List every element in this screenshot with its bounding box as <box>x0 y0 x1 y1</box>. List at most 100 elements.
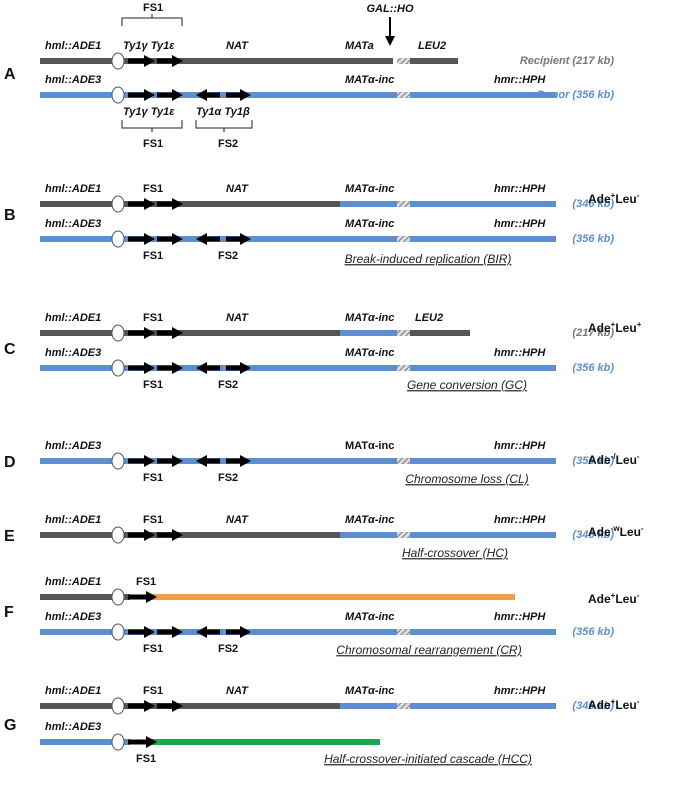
size-label: (346 kb) <box>572 700 614 712</box>
locus-label: MATα-inc <box>345 218 394 230</box>
phenotype: Ade+Leu+ <box>588 320 642 336</box>
locus-label: hmr::HPH <box>494 440 546 452</box>
locus-label: NAT <box>226 40 249 52</box>
size-label: (356 kb) <box>572 362 614 374</box>
arrow-head <box>144 327 155 339</box>
phenotype-part: Leu <box>615 698 636 712</box>
mat-locus <box>397 236 410 242</box>
locus-label: MATa <box>345 40 374 52</box>
arrow-head <box>196 455 207 467</box>
mat-locus <box>397 92 410 98</box>
arrow-head <box>240 89 251 101</box>
mat-locus <box>397 330 410 336</box>
locus-label: LEU2 <box>418 40 446 52</box>
centromere <box>111 452 125 470</box>
locus-label: MATα-inc <box>345 347 394 359</box>
locus-label: hmr::HPH <box>494 514 546 526</box>
mechanism: Break-induced replication (BIR) <box>345 252 512 266</box>
arrow-head <box>144 529 155 541</box>
arrow-head <box>240 233 251 245</box>
size-label: (346 kb) <box>572 529 614 541</box>
locus-label: hmr::HPH <box>494 183 546 195</box>
mat-locus <box>397 703 410 709</box>
arrow-head <box>240 626 251 638</box>
phenotype: Ade-wLeu- <box>588 524 644 540</box>
phenotype-part: - <box>637 591 640 600</box>
arrow-head <box>196 362 207 374</box>
phenotype: Ade+Leu- <box>588 591 640 607</box>
phenotype-part: Leu <box>616 453 637 467</box>
phenotype-part: - <box>637 697 640 706</box>
locus-label: hml::ADE3 <box>45 74 101 86</box>
ho-arrow-head <box>385 36 395 46</box>
arrow-head <box>144 198 155 210</box>
fs-label: FS1 <box>143 472 163 484</box>
centromere <box>111 195 125 213</box>
fs-label: FS1 <box>136 576 156 588</box>
size-label: Donor (356 kb) <box>537 89 614 101</box>
locus-label: hmr::HPH <box>494 218 546 230</box>
fs-label: FS1 <box>143 312 163 324</box>
centromere <box>111 86 125 104</box>
mat-locus <box>397 532 410 538</box>
arrow-head <box>240 455 251 467</box>
phenotype: Ade+Leu- <box>588 191 640 207</box>
arrow-head <box>172 455 183 467</box>
locus-label: NAT <box>226 312 249 324</box>
panel-letter: C <box>4 341 16 358</box>
size-label: (356 kb) <box>572 455 614 467</box>
centromere <box>111 733 125 751</box>
phenotype-part: Leu <box>620 525 641 539</box>
size-label: (346 kb) <box>572 198 614 210</box>
panel-letter: B <box>4 207 16 224</box>
fs-label: FS1 <box>143 250 163 262</box>
locus-label: hml::ADE3 <box>45 721 101 733</box>
phenotype-part: -w <box>611 524 621 533</box>
arrow-head <box>172 55 183 67</box>
arrow-head <box>144 455 155 467</box>
fs-label: FS2 <box>218 379 238 391</box>
centromere <box>111 697 125 715</box>
locus-label: hml::ADE3 <box>45 440 101 452</box>
fs-label: FS1 <box>143 138 163 150</box>
arrow-head <box>172 233 183 245</box>
fs-label: FS2 <box>218 643 238 655</box>
arrow-head <box>144 233 155 245</box>
centromere <box>111 623 125 641</box>
panel-letter: F <box>4 604 14 621</box>
locus-label: Ty1γ Ty1ε <box>123 40 175 52</box>
phenotype-part: Ade <box>588 698 611 712</box>
centromere <box>111 324 125 342</box>
locus-label: hml::ADE1 <box>45 576 101 588</box>
locus-label: NAT <box>226 514 249 526</box>
mat-locus <box>397 58 410 64</box>
locus-label: hmr::HPH <box>494 611 546 623</box>
mat-locus <box>397 629 410 635</box>
fs-label: MATα-inc <box>345 440 394 452</box>
locus-label: MATα-inc <box>345 74 394 86</box>
locus-label: MATα-inc <box>345 611 394 623</box>
phenotype-part: -/ <box>611 452 617 461</box>
phenotype-part: Ade <box>588 525 611 539</box>
panel-letter: D <box>4 454 16 471</box>
phenotype-part: - <box>637 452 640 461</box>
locus-label: hml::ADE1 <box>45 514 101 526</box>
centromere <box>111 52 125 70</box>
phenotype-part: Leu <box>615 321 636 335</box>
fs-label: FS1 <box>143 514 163 526</box>
ho-label: GAL::HO <box>366 3 413 15</box>
arrow-head <box>172 198 183 210</box>
fs-label: FS1 <box>143 685 163 697</box>
arrow-head <box>144 362 155 374</box>
arrow-head <box>172 626 183 638</box>
locus-label: hmr::HPH <box>494 74 546 86</box>
fs-label: FS1 <box>143 379 163 391</box>
locus-label: NAT <box>226 685 249 697</box>
phenotype-part: + <box>611 697 616 706</box>
arrow-head <box>146 591 157 603</box>
size-label: (356 kb) <box>572 233 614 245</box>
size-label: Recipient (217 kb) <box>520 55 614 67</box>
panel-letter: E <box>4 528 15 545</box>
ty-label: Ty1γ Ty1ε <box>123 106 175 118</box>
